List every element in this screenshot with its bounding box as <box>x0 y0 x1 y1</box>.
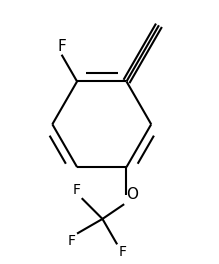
Text: F: F <box>67 234 76 248</box>
Text: F: F <box>72 183 80 197</box>
Text: F: F <box>57 39 66 54</box>
Text: O: O <box>126 187 138 202</box>
Text: F: F <box>119 245 127 259</box>
